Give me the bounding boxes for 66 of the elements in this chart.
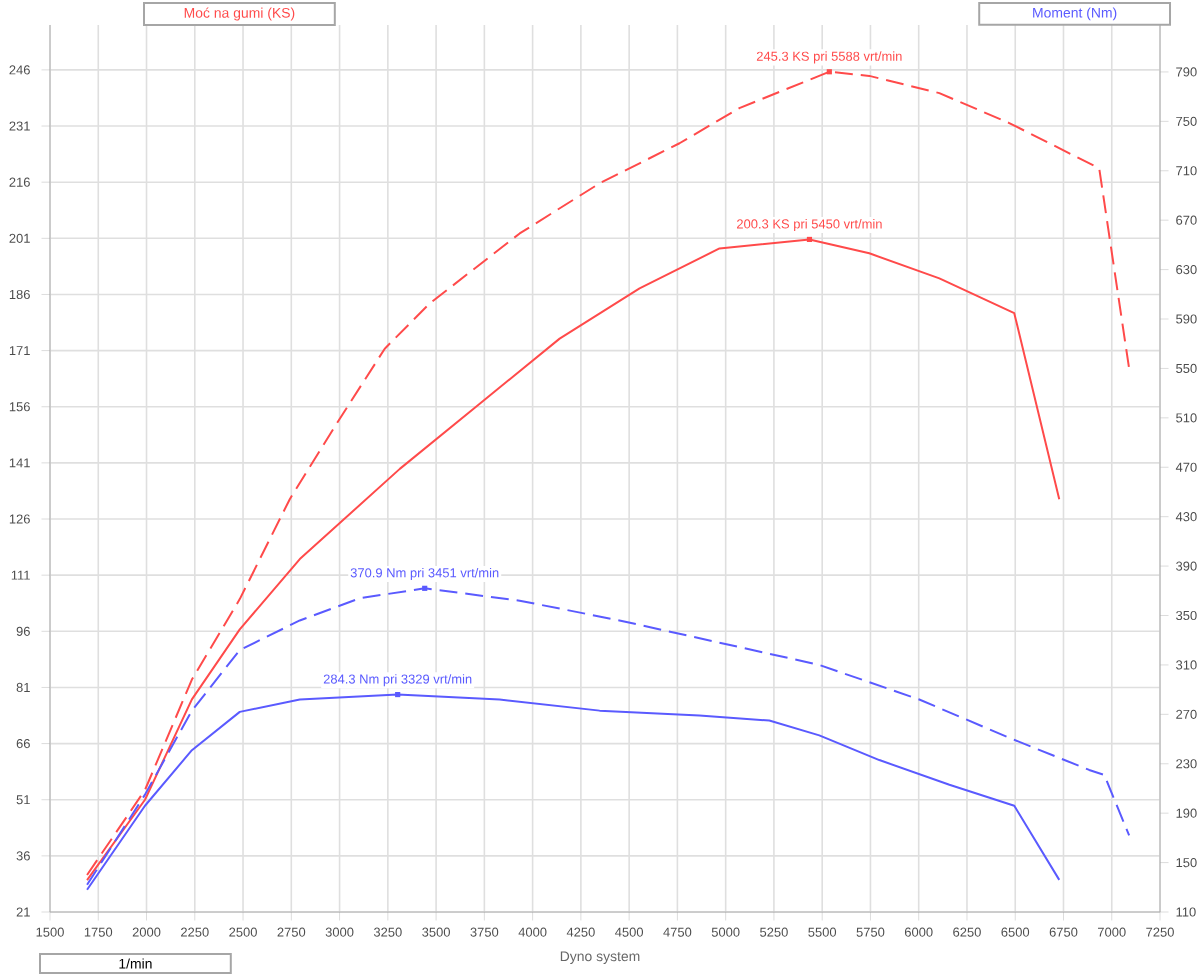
y-tick-label: 231 — [9, 121, 30, 131]
x-tick-label: 5500 — [808, 927, 837, 937]
y2-tick-label: 390 — [1176, 561, 1197, 571]
x-tick-label: 4250 — [566, 927, 595, 937]
x-tick-label: 1500 — [36, 927, 64, 937]
y2-tick-label: 510 — [1176, 413, 1197, 423]
y-axis-title: Moć na gumi (KS) — [184, 7, 295, 21]
y2-tick-label: 110 — [1176, 907, 1196, 917]
y2-tick-label: 470 — [1175, 462, 1197, 472]
x-tick-label: 2750 — [277, 927, 306, 937]
x-tick-label: 6000 — [904, 927, 933, 937]
y2-tick-label: 590 — [1176, 314, 1197, 324]
y-tick-label: 186 — [9, 289, 30, 300]
y2-tick-label: 310 — [1176, 660, 1197, 670]
x-tick-label: 7000 — [1098, 927, 1126, 937]
y-tick-label: 171 — [9, 346, 30, 356]
y-tick-label: 141 — [9, 458, 30, 468]
y-tick-label: 36 — [16, 851, 30, 861]
y2-tick-label: 270 — [1176, 709, 1197, 719]
x-tick-label: 5250 — [760, 927, 788, 937]
y2-tick-label: 150 — [1176, 858, 1197, 868]
x-tick-label: 3250 — [373, 927, 402, 937]
y-tick-label: 51 — [16, 795, 30, 805]
x-tick-label: 2000 — [132, 927, 161, 937]
x-tick-label: 5750 — [856, 927, 885, 937]
y-tick-label: 246 — [9, 65, 30, 75]
y-tick-label: 96 — [16, 626, 30, 636]
y2-tick-label: 190 — [1176, 808, 1197, 818]
y2-tick-label: 350 — [1176, 610, 1197, 621]
x-tick-label: 6250 — [953, 927, 981, 937]
text: Dyno system — [560, 951, 640, 964]
x-tick-label: 3750 — [470, 927, 499, 937]
y-tick-label: 21 — [16, 907, 30, 917]
annotation: 200.3 KS pri 5450 vrt/min — [737, 219, 882, 232]
y2-tick-label: 430 — [1175, 512, 1197, 522]
y2-tick-label: 670 — [1176, 215, 1197, 225]
annotation: 245.3 KS pri 5588 vrt/min — [756, 51, 902, 64]
x-tick-label: 6500 — [1001, 927, 1030, 937]
y-tick-label: 111 — [11, 570, 30, 580]
x-tick-label: 3000 — [325, 927, 354, 937]
y-tick-label: 216 — [9, 177, 30, 187]
x-tick-label: 4000 — [518, 927, 547, 937]
x-tick-label: 3500 — [422, 927, 450, 937]
y2-axis-title: Moment (Nm) — [1033, 7, 1117, 21]
y-tick-label: 81 — [16, 682, 30, 693]
x-tick-label: 5000 — [711, 927, 740, 937]
x-tick-label: 4750 — [663, 927, 692, 937]
x-tick-label: 7250 — [1146, 927, 1174, 937]
y-tick-label: 201 — [9, 233, 30, 243]
y2-tick-label: 790 — [1176, 67, 1197, 77]
y2-tick-label: 750 — [1176, 116, 1197, 126]
x-axis-title: 1/min — [119, 958, 152, 969]
y2-tick-label: 710 — [1176, 166, 1197, 176]
x-tick-label: 1750 — [84, 927, 113, 937]
y2-tick-label: 630 — [1176, 265, 1197, 275]
annotation: 370.9 Nm pri 3451 vrt/min — [350, 567, 499, 580]
y-tick-label: 126 — [9, 514, 30, 524]
x-tick-label: 2250 — [181, 927, 209, 937]
x-tick-label: 2500 — [229, 927, 257, 937]
x-tick-label: 6750 — [1049, 927, 1078, 937]
annotation: 284.3 Nm pri 3329 vrt/min — [323, 674, 472, 687]
x-tick-label: 4500 — [615, 927, 644, 937]
y2-tick-label: 550 — [1176, 363, 1197, 374]
y2-tick-label: 230 — [1176, 759, 1197, 769]
y-tick-label: 156 — [9, 402, 30, 412]
y-tick-label: 66 — [16, 739, 30, 749]
